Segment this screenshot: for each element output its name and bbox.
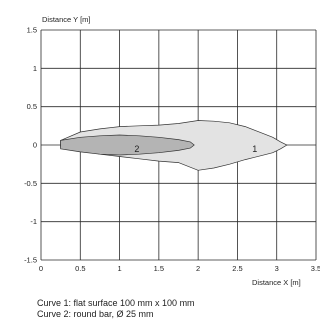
curve-2-area (60, 134, 195, 156)
y-tick-label: 1.5 (27, 26, 37, 35)
y-tick-label: 1 (33, 64, 37, 73)
tick-labels: 0 0.5 1 1.5 2 2.5 3 3.5 1.5 1 0.5 0 -0.5 -1 -1.5 (24, 26, 320, 274)
x-tick-label: 0.5 (75, 264, 85, 273)
x-tick-label: 0 (39, 264, 43, 273)
x-tick-label: 2.5 (232, 264, 242, 273)
caption-curve-2: Curve 2: round bar, Ø 25 mm (37, 309, 154, 319)
y-tick-label: -0.5 (24, 179, 37, 188)
x-tick-label: 1.5 (154, 264, 164, 273)
grid (40, 29, 317, 261)
y-tick-label: 0 (33, 141, 37, 150)
curve-2-label: 2 (134, 144, 139, 154)
caption-curve-1: Curve 1: flat surface 100 mm x 100 mm (37, 298, 195, 308)
y-tick-label: -1 (30, 217, 37, 226)
curve-labels: 12 (134, 144, 257, 154)
y-tick-label: 0.5 (27, 102, 37, 111)
x-tick-label: 3 (275, 264, 279, 273)
x-tick-label: 1 (117, 264, 121, 273)
curve-1-label: 1 (252, 144, 257, 154)
x-axis-label: Distance X [m] (252, 278, 301, 287)
x-tick-label: 3.5 (311, 264, 320, 273)
y-axis-label: Distance Y [m] (42, 15, 91, 24)
curve-areas (60, 120, 288, 171)
y-tick-label: -1.5 (24, 256, 37, 265)
x-tick-label: 2 (196, 264, 200, 273)
